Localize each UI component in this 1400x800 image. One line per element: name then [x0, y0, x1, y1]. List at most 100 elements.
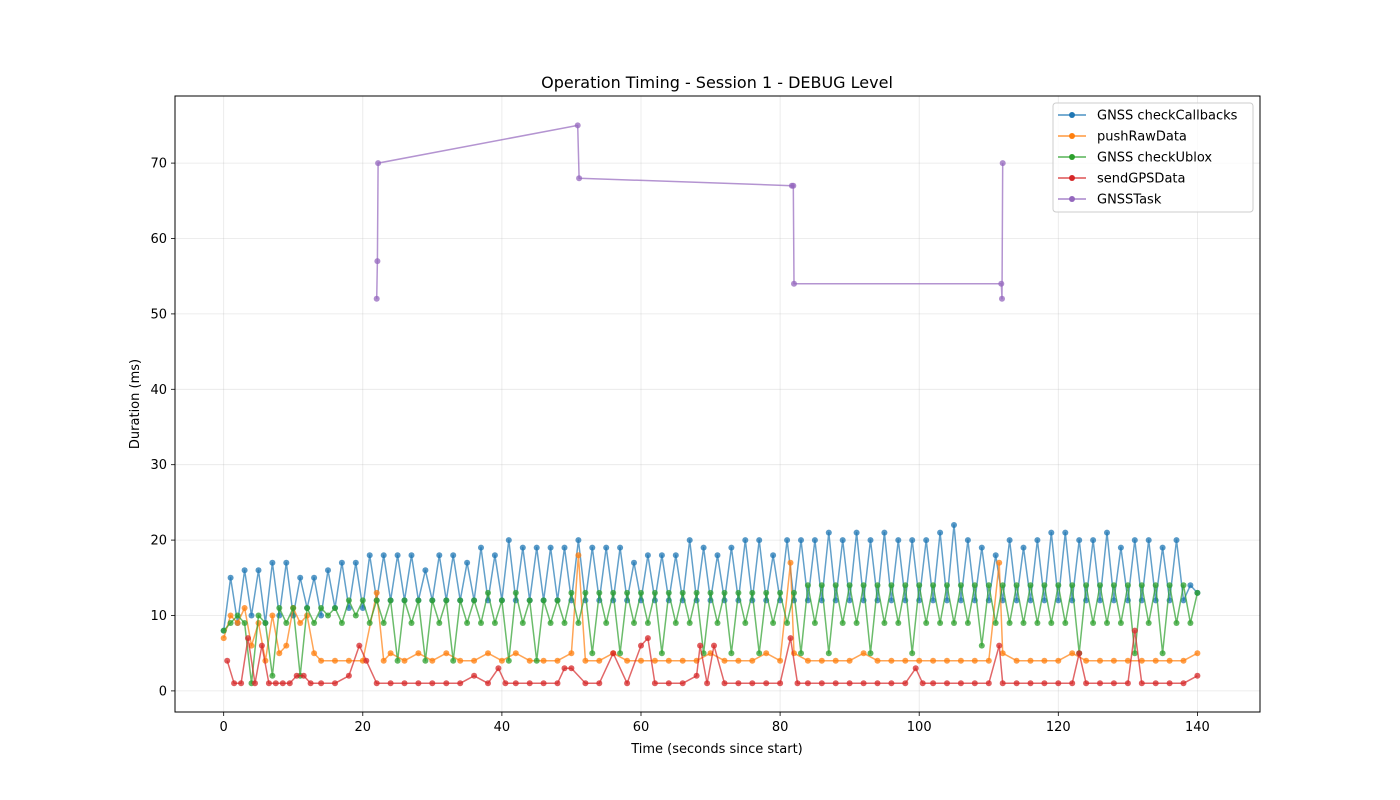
data-point	[443, 597, 450, 604]
data-point	[429, 597, 436, 604]
legend-label: GNSS checkUblox	[1097, 151, 1212, 166]
data-point	[526, 680, 533, 687]
data-point	[919, 680, 926, 687]
data-point	[387, 680, 394, 687]
data-point	[519, 544, 526, 551]
data-point	[457, 680, 464, 687]
data-point	[478, 620, 484, 626]
data-point	[279, 680, 286, 687]
data-point	[860, 650, 867, 657]
data-point	[1034, 620, 1041, 626]
data-point	[787, 635, 794, 642]
data-point	[951, 522, 957, 528]
data-point	[1110, 582, 1117, 589]
data-point	[985, 582, 992, 589]
data-point	[996, 642, 1003, 649]
data-point	[575, 552, 582, 559]
x-axis-label: Time (seconds since start)	[630, 742, 803, 757]
data-point	[283, 642, 290, 649]
data-point	[735, 589, 742, 596]
data-point	[436, 620, 443, 626]
data-point	[693, 589, 700, 596]
data-point	[825, 650, 832, 657]
data-point	[422, 567, 429, 574]
data-point	[1187, 620, 1194, 626]
data-point	[1187, 582, 1194, 589]
data-point	[672, 552, 679, 559]
y-tick-label: 70	[150, 157, 167, 172]
data-point	[290, 605, 297, 611]
data-point	[540, 680, 547, 687]
data-point	[784, 537, 791, 544]
data-point	[394, 657, 401, 664]
data-point	[589, 650, 596, 657]
data-point	[832, 680, 839, 687]
data-point	[1062, 620, 1069, 626]
legend: GNSS checkCallbacks pushRawData GNSS check…	[1052, 102, 1254, 213]
data-point	[457, 657, 464, 664]
data-point	[749, 680, 756, 687]
data-point	[996, 559, 1003, 566]
data-point	[561, 665, 568, 672]
data-point	[332, 605, 338, 611]
data-point	[763, 650, 770, 657]
data-point	[1180, 582, 1187, 589]
data-point	[1110, 680, 1117, 687]
data-point	[697, 642, 704, 649]
data-point	[770, 552, 777, 559]
data-point	[742, 620, 749, 626]
data-point	[575, 620, 582, 626]
data-point	[561, 544, 568, 551]
data-point	[665, 657, 672, 664]
data-point	[241, 605, 248, 611]
data-point	[596, 680, 603, 687]
data-point	[220, 627, 227, 634]
data-point	[269, 559, 276, 566]
data-point	[1194, 589, 1201, 596]
plot-frame	[174, 95, 1261, 713]
data-point	[888, 582, 895, 589]
data-point	[603, 544, 610, 551]
data-point	[971, 657, 978, 664]
data-point	[325, 612, 331, 619]
y-tick-label: 0	[159, 684, 167, 699]
data-point	[373, 589, 380, 596]
data-point	[227, 612, 234, 619]
data-point	[485, 650, 491, 657]
data-point	[787, 559, 794, 566]
data-point	[568, 650, 575, 657]
data-point	[714, 620, 721, 626]
data-point	[1180, 597, 1187, 604]
data-point	[804, 582, 811, 589]
legend-label: GNSSTask	[1097, 193, 1162, 208]
data-point	[957, 582, 964, 589]
data-point	[1083, 657, 1090, 664]
chart-title: Operation Timing - Session 1 - DEBUG Lev…	[541, 73, 893, 92]
data-point	[1076, 537, 1083, 544]
data-point	[1145, 620, 1152, 626]
data-point	[916, 582, 923, 589]
series-2	[220, 582, 1201, 687]
data-point	[234, 620, 241, 626]
data-point	[512, 650, 519, 657]
legend-item: sendGPSData	[1058, 172, 1185, 187]
data-point	[1083, 582, 1090, 589]
data-point	[944, 597, 950, 604]
data-point	[1173, 537, 1180, 544]
data-point	[1041, 582, 1048, 589]
data-point	[554, 657, 561, 664]
series-line	[222, 554, 1198, 662]
data-point	[1097, 657, 1103, 664]
data-point	[930, 680, 937, 687]
data-point	[345, 597, 352, 604]
data-point	[1104, 620, 1110, 626]
data-point	[457, 597, 464, 604]
data-point	[853, 620, 860, 626]
data-point	[596, 657, 603, 664]
data-point	[784, 620, 791, 626]
data-point	[311, 574, 318, 581]
data-point	[1055, 582, 1062, 589]
data-point	[728, 650, 735, 657]
data-point	[770, 620, 777, 626]
